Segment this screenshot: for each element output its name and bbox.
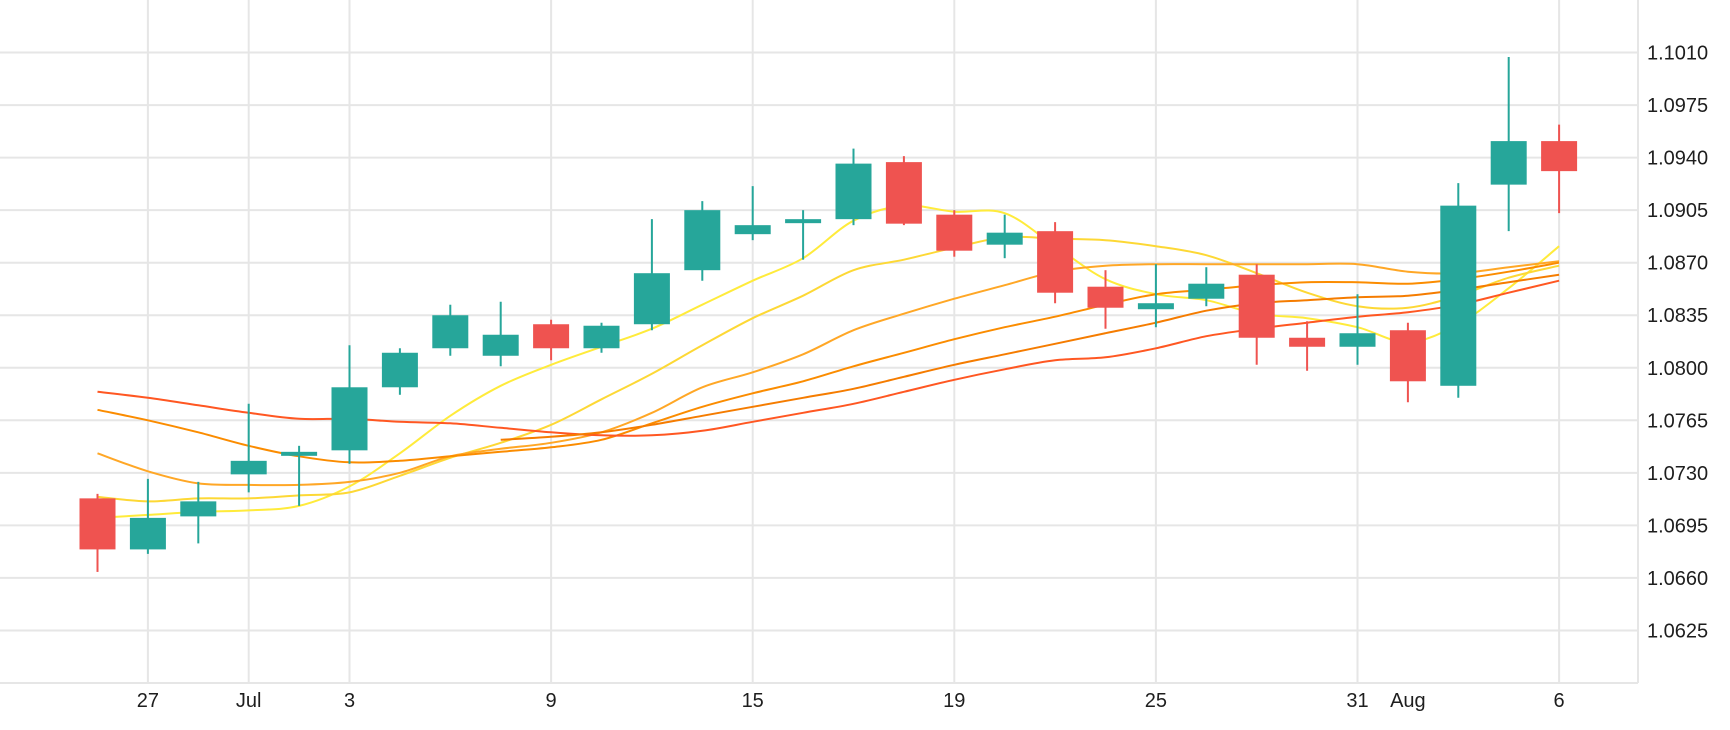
y-tick-label: 1.0940 [1647,148,1708,170]
candle-up [583,322,620,353]
candle-up [1137,264,1174,328]
candle-up [230,403,267,493]
candle-up [180,481,217,544]
candle-down [1037,222,1074,304]
candle-up [129,478,166,554]
candle-up [1490,57,1527,232]
x-tick-label: 6 [1554,690,1565,712]
x-tick-label: 3 [344,690,355,712]
candle-body [129,517,166,550]
candle-up [432,304,469,356]
moving-average-line-3 [97,260,1560,487]
candle-up [835,148,872,226]
y-tick-label: 1.0765 [1647,410,1708,432]
y-tick-label: 1.0730 [1647,463,1708,485]
candle-up [281,445,318,506]
candle-down [885,156,922,226]
y-tick-label: 1.0660 [1647,568,1708,590]
y-tick-label: 1.1010 [1647,43,1708,65]
candle-up [331,345,368,464]
candle-body [180,501,217,517]
candle-body [1490,141,1527,185]
moving-average-line-6 [500,273,1560,441]
candle-body [835,163,872,220]
moving-average-line-5 [97,279,1560,437]
candle-body [1389,330,1426,382]
candle-body [785,219,822,224]
candle-body [1440,205,1477,386]
candle-body [381,352,418,388]
grid [0,0,1639,684]
x-tick-label: 27 [137,690,159,712]
candle-body [1289,337,1326,347]
candle-down [936,210,973,257]
moving-average-line-4 [97,261,1560,464]
candle-body [684,210,721,271]
moving-average-lines [97,204,1560,519]
candle-up [1188,267,1225,307]
candle-down [1389,322,1426,403]
x-tick-label: Aug [1390,690,1426,712]
candle-up [482,301,519,367]
candle-down [79,493,116,572]
candle-up [734,186,771,241]
y-tick-label: 1.0835 [1647,305,1708,327]
axes: 1.0625 1.0660 1.0695 1.0730 1.0765 1.0800 1.08… [137,43,1708,712]
candle-down [533,319,570,361]
candle-body [885,162,922,224]
candle-up [1339,294,1376,365]
candle-body [986,232,1023,245]
x-tick-label: 19 [943,690,965,712]
candle-up [785,210,822,260]
x-tick-label: 25 [1145,690,1167,712]
candle-body [1037,231,1074,293]
y-tick-label: 1.0800 [1647,358,1708,380]
candle-body [1541,141,1578,172]
candle-body [583,325,620,349]
y-tick-label: 1.0975 [1647,95,1708,117]
y-tick-label: 1.0870 [1647,253,1708,275]
candle-down [1541,124,1578,214]
x-tick-label: Jul [236,690,262,712]
candle-down [1238,264,1275,365]
candle-body [331,387,368,451]
candle-body [1137,303,1174,310]
candle-down [1289,321,1326,371]
moving-average-line-1 [97,204,1560,519]
y-tick-label: 1.0905 [1647,200,1708,222]
candle-up [381,348,418,395]
y-tick-label: 1.0625 [1647,620,1708,642]
x-tick-label: 15 [742,690,764,712]
candle-body [1087,286,1124,308]
candle-body [230,460,267,475]
candle-body [633,273,670,325]
candle-body [936,214,973,251]
candle-body [734,225,771,235]
candle-up [684,201,721,281]
candle-body [79,498,116,550]
x-tick-label: 31 [1346,690,1368,712]
candle-body [432,315,469,349]
candle-body [1188,283,1225,299]
candle-body [533,324,570,349]
candle-down [1087,270,1124,329]
candle-body [1339,333,1376,347]
candle-up [1440,183,1477,398]
candle-up [986,214,1023,259]
candle-body [482,334,519,356]
candle-up [633,219,670,331]
candles [79,57,1578,572]
moving-average-line-2 [97,235,1560,503]
y-tick-label: 1.0695 [1647,515,1708,537]
candle-body [1238,274,1275,338]
candle-body [281,451,318,456]
x-tick-label: 9 [546,690,557,712]
